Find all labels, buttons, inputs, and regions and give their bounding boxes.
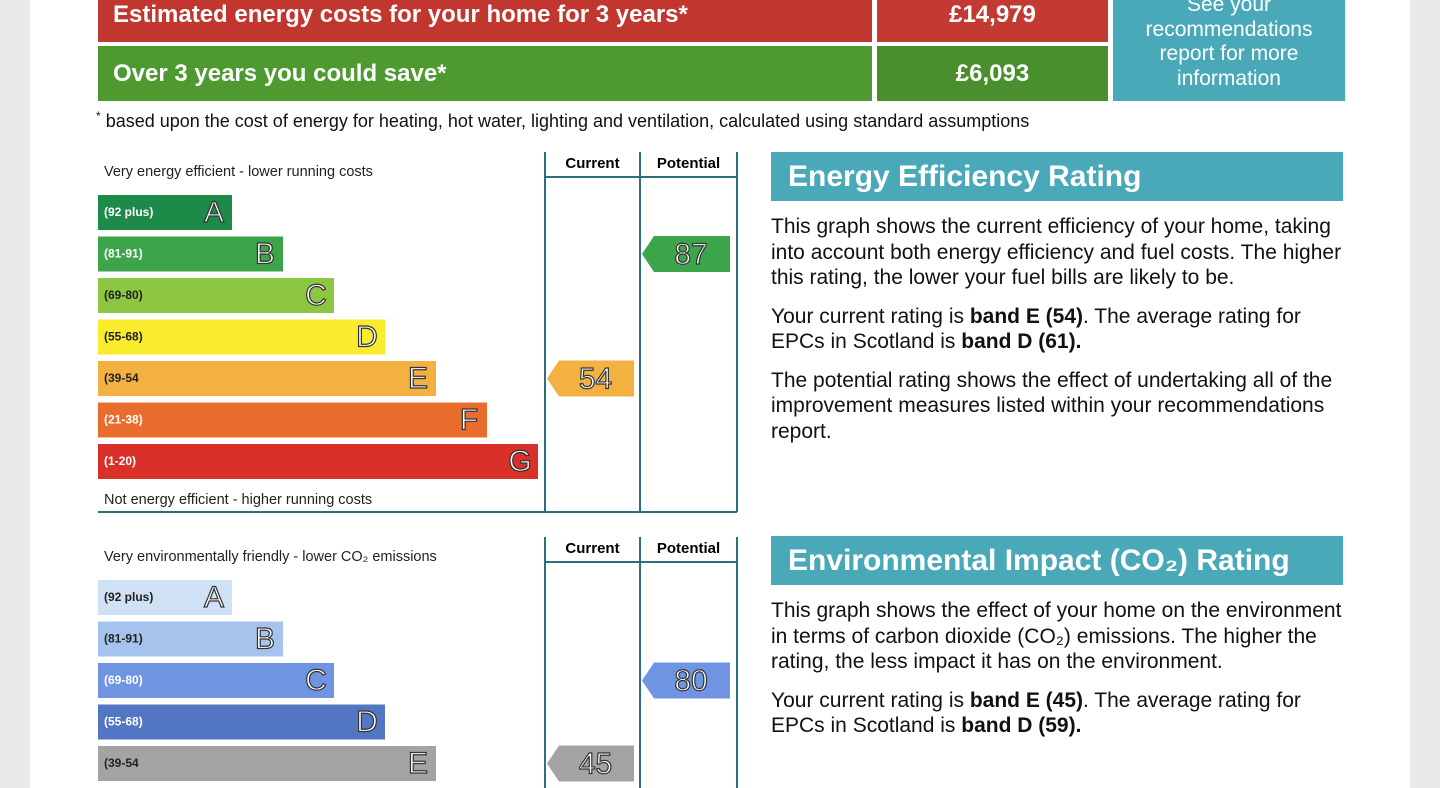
recommendations-link[interactable]: See your recommendations report for more… [1113,0,1345,101]
paragraph: Your current rating is band E (54). The … [771,304,1351,355]
band-letter: F [460,403,478,436]
text: The potential rating shows the effect of… [771,368,1333,443]
rating-value: 87 [674,238,707,271]
band-range: (69-80) [104,288,143,302]
band-bar [98,621,283,657]
band-letter: E [408,362,428,395]
band-range: (55-68) [104,330,143,344]
paragraph: The potential rating shows the effect of… [771,368,1351,445]
rating-arrow [547,745,634,782]
rating-value: 45 [579,747,612,780]
text: . The average rating for EPCs in Scotlan… [771,304,1301,354]
document-page: Estimated energy costs for your home for… [30,0,1410,788]
band-letter: B [255,237,275,270]
band-range: (92 plus) [104,590,153,604]
band-bar [98,704,385,740]
bold-text: band D (59). [961,714,1082,737]
band-range: (39-54 [104,756,139,770]
band-range: (81-91) [104,247,143,261]
rating-value: 54 [579,362,612,395]
band-bar [98,236,283,272]
cost-row-label: Estimated energy costs for your home for… [98,0,872,42]
text: Your current rating is [771,688,970,712]
scale-bottom-label: Not energy efficient - higher running co… [104,492,372,508]
band-range: (21-38) [104,413,143,427]
footnote-text: based upon the cost of energy for heatin… [105,111,1030,131]
paragraph: This graph shows the current efficiency … [771,214,1351,291]
band-letter: G [508,445,531,478]
text: Your current rating is [771,304,970,328]
paragraph: Your current rating is band E (45). The … [771,688,1351,739]
rating-arrow [642,662,730,699]
efficiency-chart: Current Potential Very energy efficient - … [98,152,738,513]
band-letter: B [255,622,275,655]
band-letter: C [305,279,327,312]
bold-text: band D (61). [961,330,1082,353]
band-bar [98,580,232,615]
band-bar [98,746,436,781]
bold-text: band E (54) [969,304,1084,328]
band-letter: C [305,664,327,697]
band-letter: D [356,705,378,738]
rating-value: 80 [674,664,707,697]
footnote-mark: * [96,109,101,123]
rating-arrow [642,236,730,272]
band-bar [98,444,538,479]
band-bar [98,278,334,313]
text: This graph shows the current efficiency … [771,215,1342,289]
cost-row-value: £14,979 [877,0,1108,42]
band-range: (55-68) [104,715,143,729]
band-bar [98,361,436,396]
section-heading: Energy Efficiency Rating [771,152,1343,201]
band-letter: E [408,747,428,780]
band-bar [98,195,232,230]
band-letter: D [356,320,378,353]
column-header: Current [565,155,619,172]
paragraph: This graph shows the effect of your home… [771,598,1351,675]
band-range: (1-20) [104,454,136,468]
column-header: Potential [657,155,720,172]
band-bar [98,663,334,698]
scale-top-label: Very environmentally friendly - lower CO… [104,549,437,565]
bold-text: band E (45) [969,688,1084,712]
cost-row-label: Over 3 years you could save* [98,46,872,101]
band-bar [98,402,487,438]
band-letter: A [204,196,224,229]
band-range: (69-80) [104,673,143,687]
footnote: * based upon the cost of energy for heat… [96,109,1196,132]
text: . The average rating for EPCs in Scotlan… [771,688,1301,738]
band-range: (92 plus) [104,205,153,219]
section-text: This graph shows the effect of your home… [771,598,1351,752]
band-bar [98,319,385,355]
text: This graph shows the effect of your home… [771,599,1342,673]
scale-top-label: Very energy efficient - lower running co… [104,164,373,180]
band-letter: A [204,581,224,614]
cost-row-value: £6,093 [877,46,1108,101]
environment-chart: Current Potential Very environmentally fri… [98,537,738,788]
rating-arrow [547,360,634,397]
column-header: Current [565,540,619,557]
band-range: (39-54 [104,371,139,385]
band-range: (81-91) [104,632,143,646]
section-text: This graph shows the current efficiency … [771,214,1351,457]
section-heading: Environmental Impact (CO₂) Rating [771,536,1343,585]
column-header: Potential [657,540,720,557]
